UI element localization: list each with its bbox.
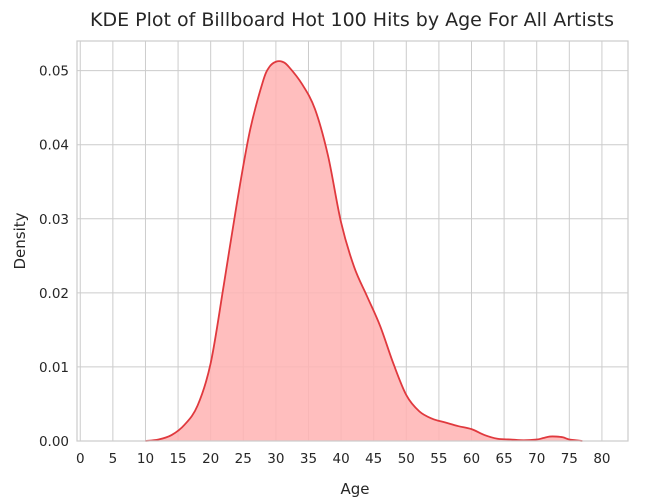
plot-area <box>145 60 583 442</box>
tick-labels: 0 5 10 15 20 25 30 35 40 45 50 55 60 65 70 75 80 0.00 0.01… <box>39 64 611 467</box>
x-tick-label: 75 <box>561 451 578 467</box>
density-line <box>145 60 583 442</box>
chart-title: KDE Plot of Billboard Hot 100 Hits by Ag… <box>90 9 614 31</box>
x-tick-label: 60 <box>463 451 480 467</box>
x-tick-label: 5 <box>109 451 118 467</box>
x-tick-label: 70 <box>528 451 545 467</box>
plot-frame <box>76 40 629 442</box>
x-tick-label: 50 <box>398 451 415 467</box>
x-axis-label: Age <box>340 480 369 498</box>
x-tick-label: 0 <box>76 451 85 467</box>
y-tick-label: 0.05 <box>39 64 69 80</box>
x-tick-label: 65 <box>496 451 513 467</box>
y-tick-label: 0.01 <box>39 360 69 376</box>
x-tick-label: 10 <box>137 451 154 467</box>
density-area <box>145 61 583 441</box>
x-tick-label: 35 <box>300 451 317 467</box>
y-tick-label: 0.03 <box>39 212 69 228</box>
x-tick-label: 25 <box>235 451 252 467</box>
x-tick-label: 15 <box>169 451 186 467</box>
x-tick-label: 30 <box>267 451 284 467</box>
y-axis-label: Density <box>11 212 29 269</box>
y-tick-label: 0.02 <box>39 286 69 302</box>
x-tick-label: 20 <box>202 451 219 467</box>
y-tick-label: 0.00 <box>39 434 69 450</box>
x-tick-label: 55 <box>430 451 447 467</box>
x-tick-label: 40 <box>332 451 349 467</box>
x-tick-label: 45 <box>365 451 382 467</box>
y-tick-label: 0.04 <box>39 138 69 154</box>
x-tick-label: 80 <box>593 451 610 467</box>
